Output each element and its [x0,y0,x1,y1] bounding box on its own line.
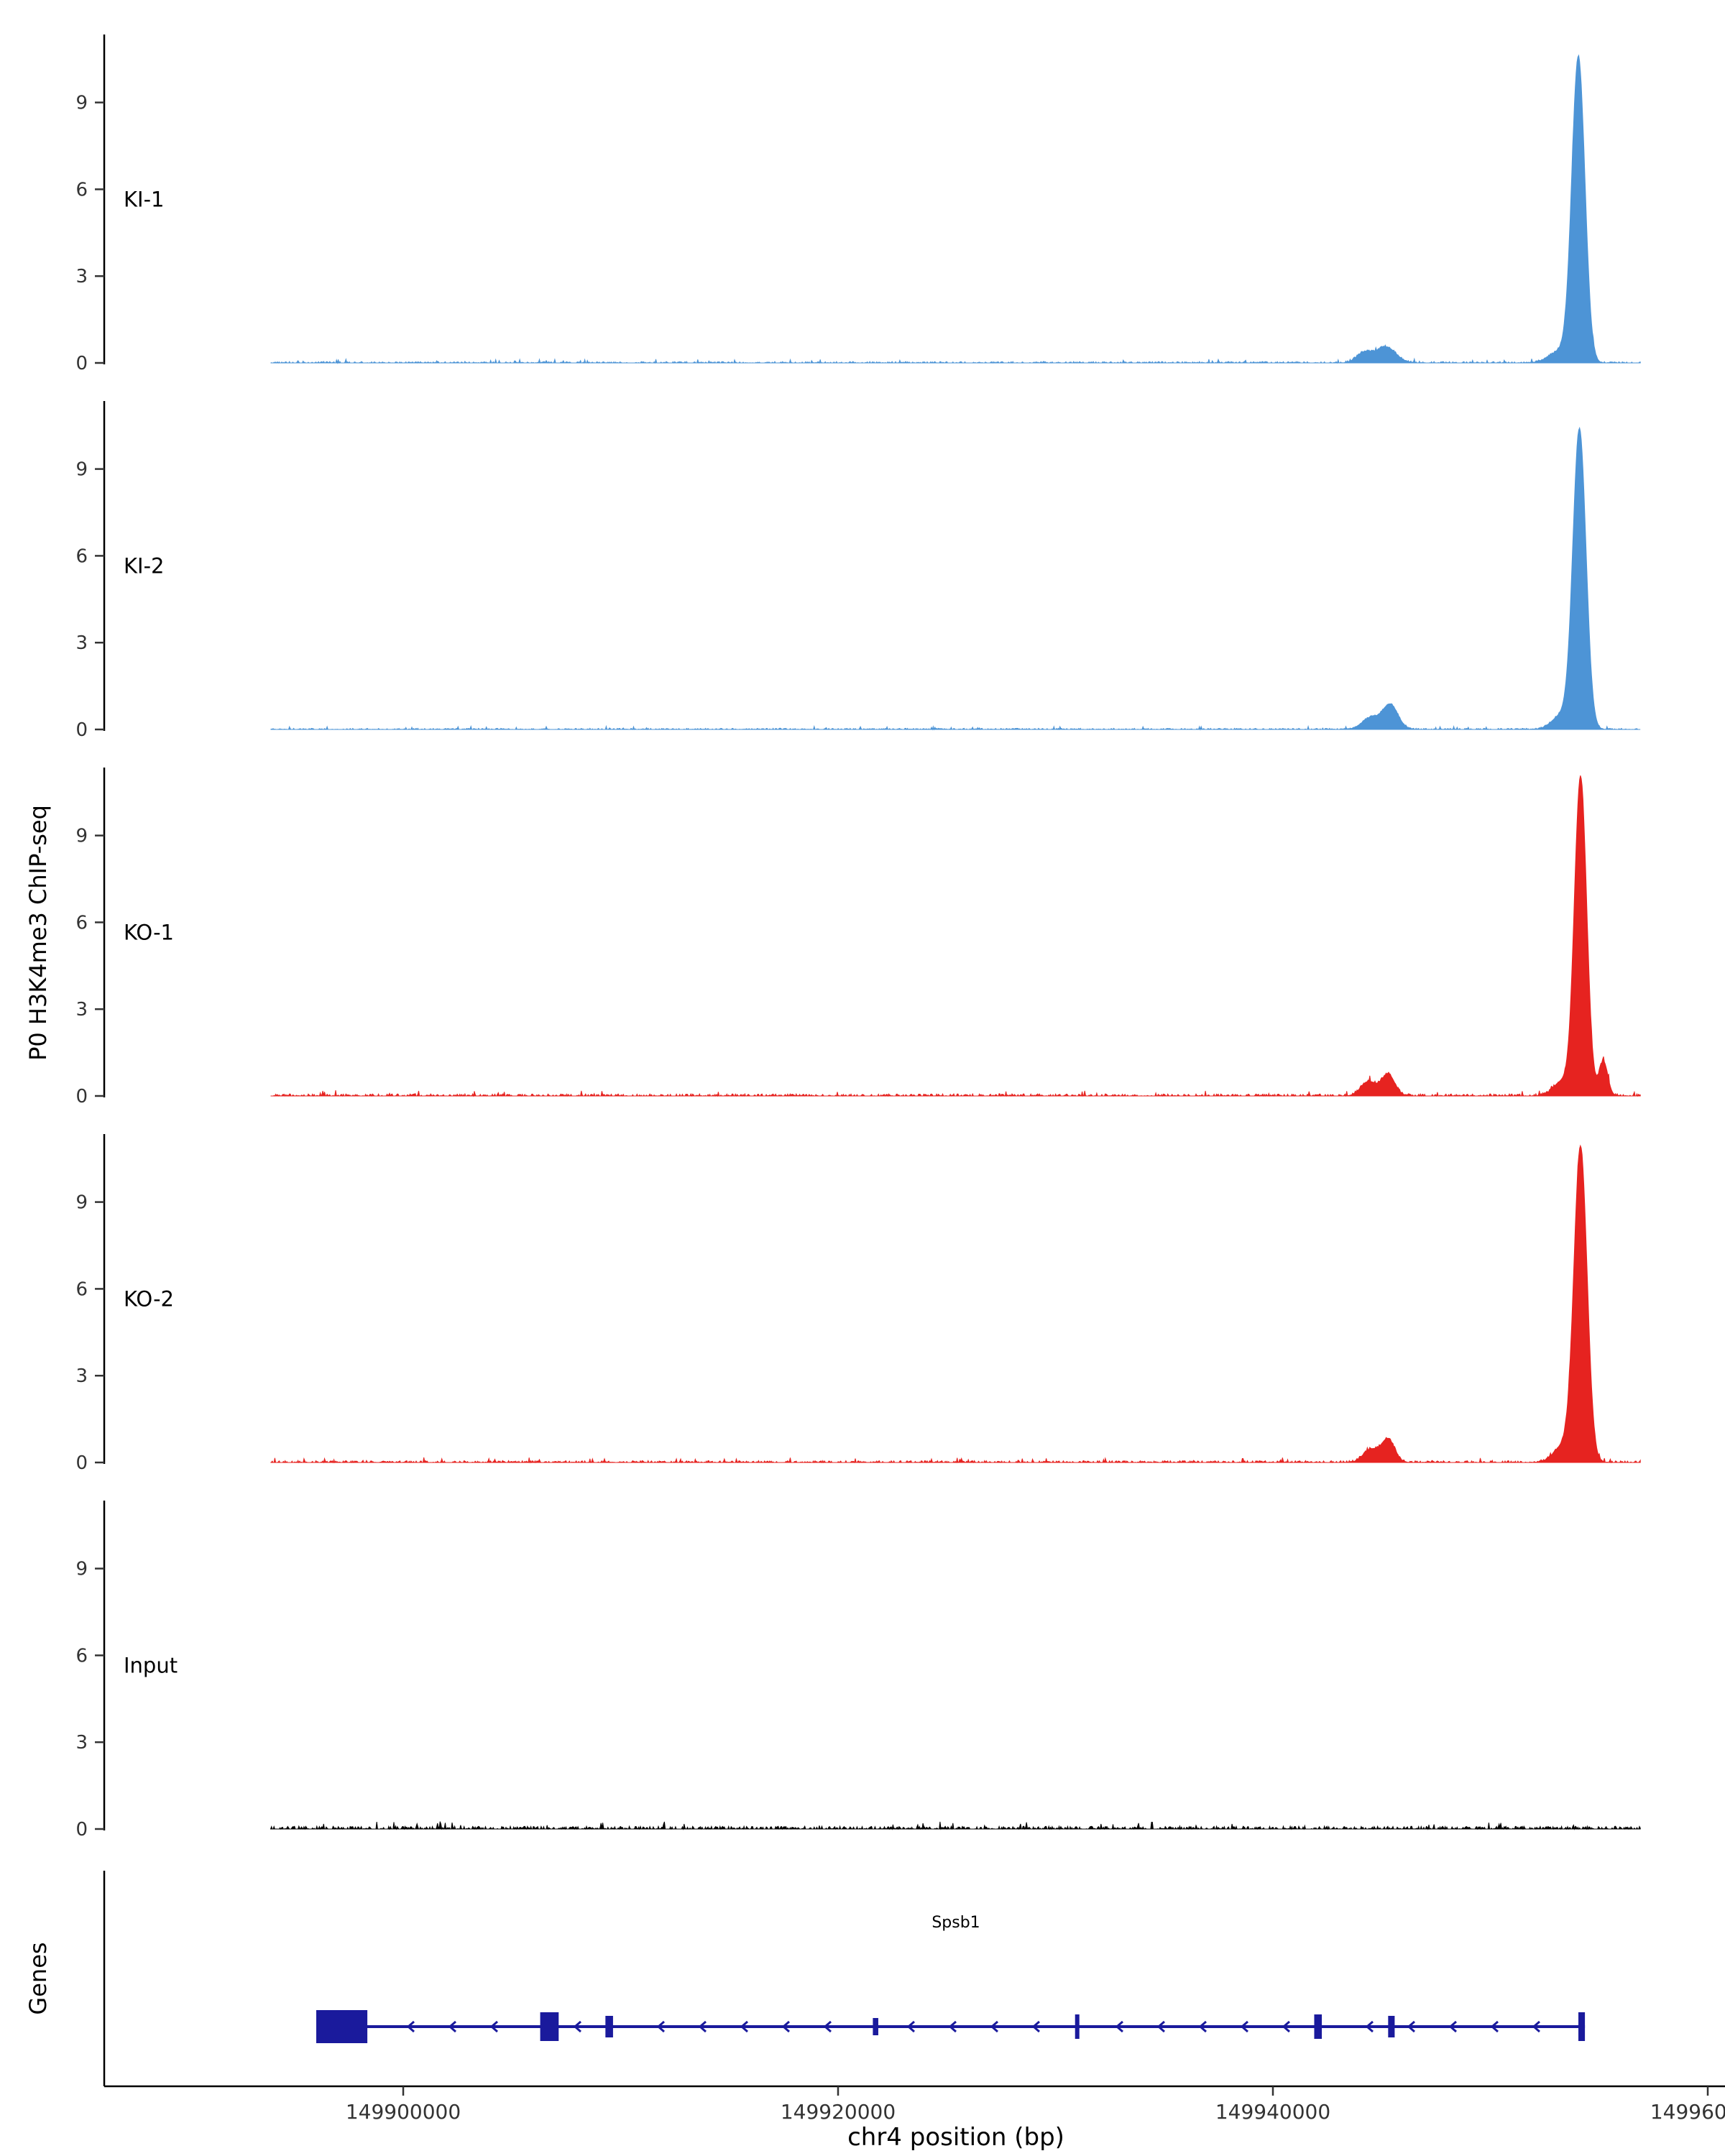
strand-arrow-icon [781,2020,790,2033]
x-axis-title: chr4 position (bp) [847,2123,1064,2152]
y-tick-label: 6 [75,1645,88,1667]
gene-exon [1388,2016,1395,2037]
strand-arrow-icon [489,2020,498,2033]
y-tick-label: 6 [75,1279,88,1300]
strand-arrow-icon [573,2020,581,2033]
strand-arrow-icon [1365,2020,1374,2033]
strand-arrow-icon [740,2020,748,2033]
x-tick-label: 149920000 [781,2100,896,2124]
strand-arrow-icon [448,2020,456,2033]
signal-area-Input [270,1821,1641,1830]
strand-arrow-icon [906,2020,915,2033]
signal-area-KO-1 [270,775,1641,1097]
strand-arrow-icon [1407,2020,1415,2033]
y-tick-label: 9 [75,1192,88,1214]
strand-arrow-icon [656,2020,665,2033]
strand-arrow-icon [1031,2020,1040,2033]
x-tick-label: 149960000 [1650,2100,1725,2124]
y-tick-label: 3 [75,999,88,1021]
track-label-KO-2: KO-2 [124,1287,174,1312]
y-tick-label: 9 [75,459,88,481]
y-tick-label: 3 [75,632,88,654]
y-tick-label: 6 [75,179,88,201]
gene-exon [540,2012,559,2041]
y-tick-label: 9 [75,93,88,114]
y-tick-label: 0 [75,719,88,741]
gene-exon [1075,2014,1080,2039]
strand-arrow-icon [1198,2020,1207,2033]
gene-exon [605,2016,613,2037]
y-tick-label: 6 [75,545,88,567]
y-tick-label: 9 [75,826,88,847]
track-label-KI-1: KI-1 [124,188,165,212]
y-tick-label: 6 [75,912,88,934]
track-label-KO-1: KO-1 [124,921,174,945]
track-label-KI-2: KI-2 [124,554,165,579]
y-tick-label: 3 [75,1732,88,1754]
dynamic-layer: 0 3 6 9 KI-1 0 3 6 9 KI-2 0 3 6 9 KO-1 0 3 6 9 KO-2 0 3 6 9 Inpu… [75,34,1725,2124]
strand-arrow-icon [948,2020,957,2033]
gene-exon [1314,2014,1322,2039]
strand-arrow-icon [1156,2020,1165,2033]
strand-arrow-icon [1282,2020,1290,2033]
gene-exon [873,2018,878,2035]
gene-name-label: Spsb1 [932,1914,980,1932]
x-tick-label: 149900000 [346,2100,461,2124]
y-tick-label: 0 [75,1086,88,1107]
signal-area-KO-2 [270,1144,1641,1464]
signal-area-KI-2 [270,426,1641,731]
strand-arrow-icon [1532,2020,1540,2033]
track-label-Input: Input [124,1654,178,1678]
gene-exon [316,2010,368,2043]
y-axis-title: P0 H3K4me3 ChIP-seq [24,805,52,1061]
y-tick-label: 3 [75,266,88,287]
strand-arrow-icon [406,2020,415,2033]
strand-arrow-icon [823,2020,832,2033]
y-tick-label: 9 [75,1559,88,1580]
y-tick-label: 0 [75,1819,88,1841]
strand-arrow-icon [698,2020,707,2033]
strand-arrow-icon [1115,2020,1123,2033]
strand-arrow-icon [1240,2020,1248,2033]
y-tick-label: 3 [75,1365,88,1387]
strand-arrow-icon [1448,2020,1457,2033]
x-tick-label: 149940000 [1215,2100,1330,2124]
y-tick-label: 0 [75,353,88,374]
strand-arrow-icon [1490,2020,1499,2033]
signal-area-KI-1 [270,54,1641,364]
genes-panel-title: Genes [24,1942,52,2014]
gene-exon [1578,2012,1586,2041]
y-tick-label: 0 [75,1452,88,1474]
strand-arrow-icon [990,2020,998,2033]
